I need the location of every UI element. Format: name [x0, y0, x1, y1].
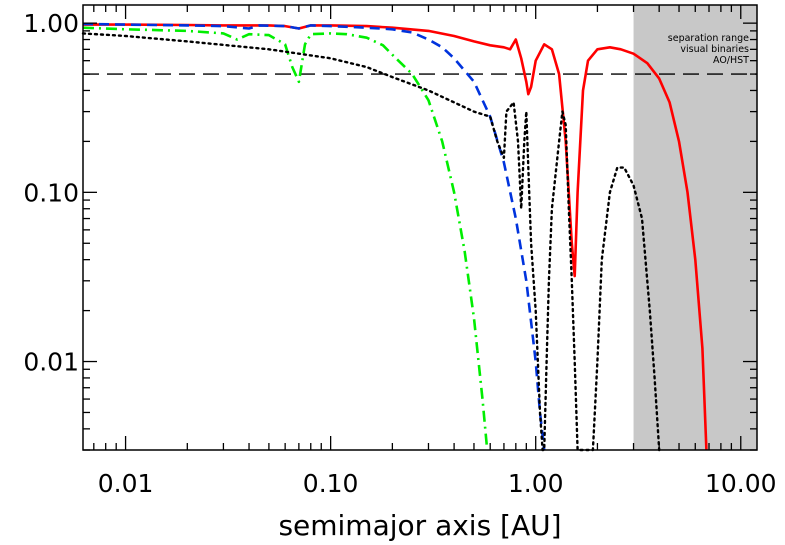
series-dashed-line — [82, 22, 546, 451]
shaded-region-label-line-2: visual binaries — [680, 44, 749, 55]
series-solid-line — [83, 23, 708, 451]
shaded-region: separation range visual binaries AO/HST — [633, 5, 757, 450]
x-tick-label: 1.00 — [508, 469, 564, 498]
series-dotted-line — [81, 32, 661, 452]
series-dashdot-line — [82, 26, 489, 451]
shaded-region-label-line-1: separation range — [668, 33, 749, 44]
x-axis-title: semimajor axis [AU] — [278, 509, 561, 542]
y-tick-label: 0.10 — [23, 178, 79, 207]
series-layer — [81, 22, 708, 452]
x-tick-label: 0.01 — [98, 469, 154, 498]
shaded-region-rect — [633, 5, 757, 450]
plot-frame — [82, 4, 758, 451]
y-tick-label: 0.01 — [23, 348, 79, 377]
y-tick-label: 1.00 — [23, 9, 79, 38]
x-tick-label: 10.00 — [705, 469, 777, 498]
axis-ticks — [83, 5, 757, 451]
x-tick-label: 0.10 — [303, 469, 359, 498]
shaded-region-label-line-3: AO/HST — [713, 55, 749, 66]
